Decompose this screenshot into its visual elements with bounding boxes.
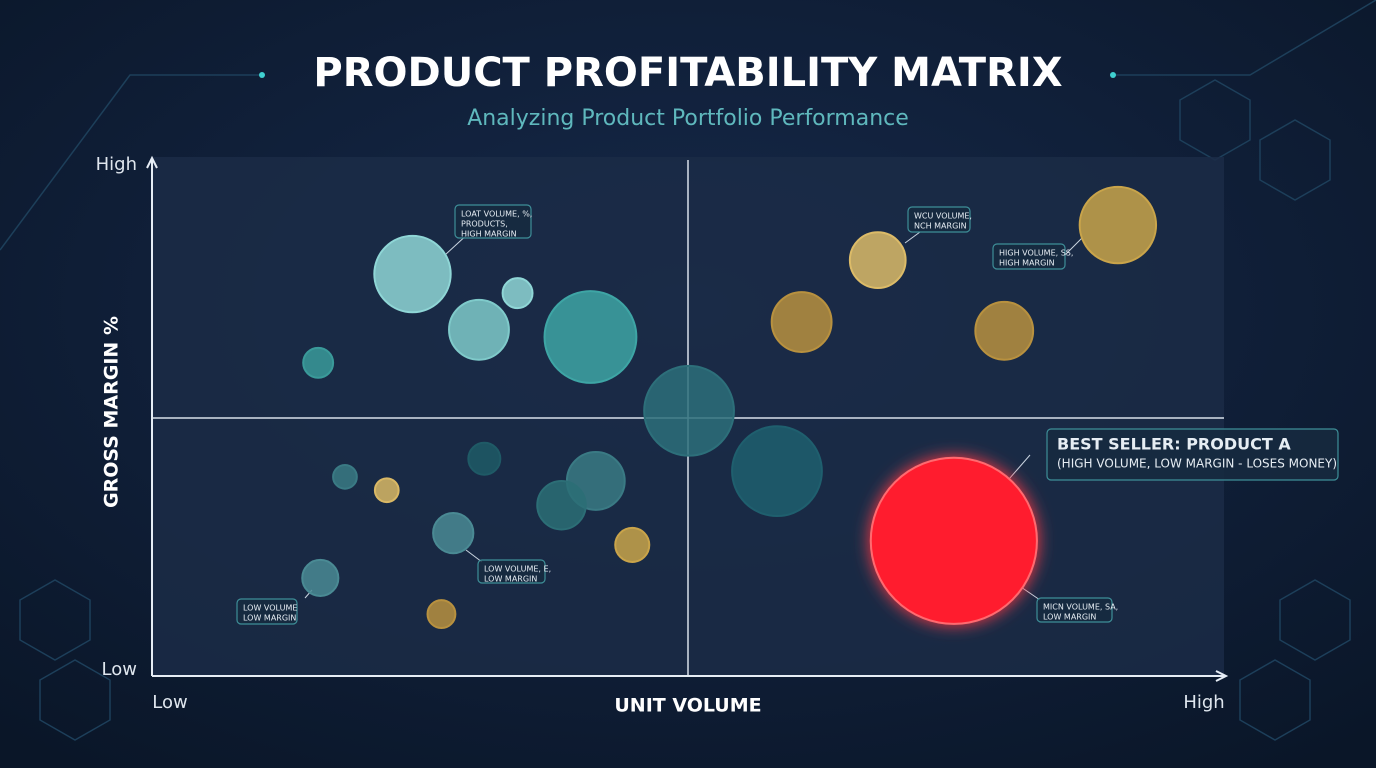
bubble — [614, 526, 651, 563]
annotation-text: PRODUCTS, — [461, 220, 508, 229]
annotation-box — [907, 206, 971, 233]
chart-subtitle: Analyzing Product Portfolio Performance — [467, 106, 909, 131]
annotation-text: LOAT VOLUME, %, — [461, 210, 532, 219]
bubble — [543, 290, 638, 384]
annotation-text: HIGH MARGIN — [461, 230, 517, 239]
bubble — [332, 463, 358, 490]
bubble — [467, 441, 502, 476]
decor — [0, 0, 1376, 741]
annotation-text: LOW VOLUME, E, — [484, 565, 551, 574]
annotation-text: HIGH MARGIN — [999, 259, 1055, 268]
bubble — [869, 456, 1038, 625]
annotation-box — [477, 559, 546, 584]
bubble — [426, 599, 457, 630]
chart-title: PRODUCT PROFITABILITY MATRIX — [313, 50, 1062, 96]
bubble — [301, 558, 340, 598]
y-tick-label: Low — [102, 659, 137, 680]
x-tick-label: Low — [152, 692, 187, 713]
bubble — [848, 231, 907, 289]
bubble — [536, 479, 587, 531]
annotation-text: LOW MARGIN — [1043, 613, 1096, 622]
bubble — [974, 300, 1035, 361]
annotation-box — [236, 598, 298, 625]
y-tick-label: High — [96, 154, 137, 175]
bubble — [770, 291, 833, 353]
bubble — [1078, 185, 1158, 265]
x-axis-arrow — [1215, 670, 1229, 682]
annotation-box — [1046, 428, 1339, 481]
x-axis-label: UNIT VOLUME — [614, 695, 761, 717]
y-axis-arrow — [146, 155, 158, 169]
annotation-text: LOW MARGIN — [243, 614, 296, 623]
annotation-text: LOW MARGIN — [484, 575, 537, 584]
bubble — [373, 234, 452, 314]
annotation-text: WCU VOLUME, — [914, 212, 972, 221]
bubble — [501, 277, 534, 310]
annotation-box — [1036, 597, 1113, 623]
bubble — [432, 511, 475, 555]
bubble — [643, 364, 735, 457]
bubble — [448, 298, 510, 361]
annotation-text: BEST SELLER: PRODUCT A — [1057, 435, 1291, 454]
bubble — [302, 346, 335, 379]
y-axis-label: GROSS MARGIN % — [101, 316, 123, 508]
annotation-text: NCH MARGIN — [914, 222, 967, 231]
annotation-text: HIGH VOLUME, SS, — [999, 249, 1073, 258]
x-tick-label: High — [1183, 692, 1224, 713]
annotation-text: LOW VOLUME — [243, 604, 297, 613]
annotation-text: MICN VOLUME, SA, — [1043, 603, 1118, 612]
bubble — [373, 477, 400, 504]
annotation-text: (HIGH VOLUME, LOW MARGIN - LOSES MONEY) — [1057, 457, 1337, 471]
annotation-box — [454, 204, 532, 239]
bubble — [731, 425, 823, 518]
annotation-box — [992, 243, 1066, 270]
